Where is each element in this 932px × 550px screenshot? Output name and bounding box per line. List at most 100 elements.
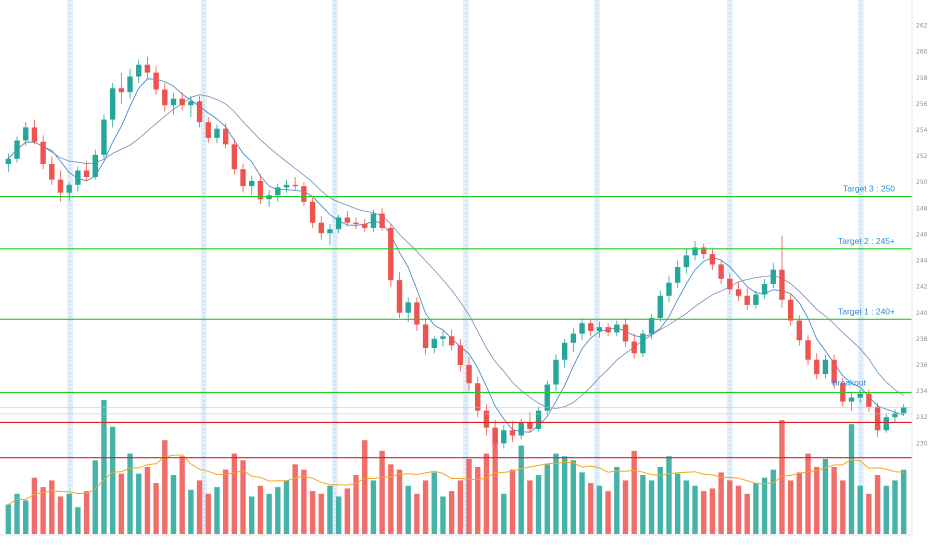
volume-bar [501, 493, 507, 534]
candle [579, 317, 585, 341]
candle [814, 353, 820, 380]
price-axis[interactable]: 262 260 258 256 254 252 250 248 246 244 242 240 238 2… [911, 0, 932, 550]
volume-bar [535, 475, 542, 534]
volume-bar [222, 469, 229, 534]
volume-bar [683, 480, 690, 534]
price-tick: 258 [916, 75, 928, 82]
volume-bar [162, 440, 168, 534]
volume-bar [31, 477, 38, 534]
volume-bar [170, 475, 177, 534]
volume-bar [353, 475, 359, 534]
volume-bar [883, 485, 889, 534]
volume-bar [561, 456, 568, 534]
volume-bar [674, 473, 681, 534]
candle [483, 404, 490, 436]
volume-bar [396, 469, 403, 534]
candle [561, 338, 568, 368]
volume-bar [892, 480, 898, 534]
volume-bar [14, 493, 20, 534]
volume-bar [266, 493, 272, 534]
candle [101, 114, 107, 159]
price-tick: 242 [916, 284, 928, 291]
candle [605, 323, 611, 337]
volume-bar [92, 460, 98, 534]
candle [848, 392, 855, 411]
candle [475, 376, 481, 418]
candle [362, 218, 368, 232]
volume-bar [275, 487, 281, 534]
volume-bar [735, 485, 742, 534]
volume-bar [718, 472, 724, 534]
volume-bar [188, 489, 194, 534]
volume-bar [196, 480, 203, 534]
volume-bar [414, 493, 420, 534]
price-tick: 254 [916, 127, 928, 134]
candle [787, 294, 794, 326]
volume-bar [405, 485, 411, 534]
candle [761, 278, 768, 299]
volume-bar [779, 420, 785, 534]
volume-bar [709, 488, 716, 534]
price-tick: 244 [916, 258, 928, 265]
volume-bar [448, 491, 455, 534]
volume-bar [431, 472, 437, 534]
candle [674, 260, 681, 288]
volume-bar [761, 477, 768, 534]
candle [196, 96, 203, 128]
candle [136, 59, 142, 84]
volume-bar [648, 480, 655, 534]
volume-bar [770, 469, 776, 534]
candle [440, 331, 446, 347]
volume-bar [509, 469, 516, 534]
volume-bar [40, 487, 46, 534]
candle [805, 334, 811, 365]
volume-bar [75, 507, 81, 534]
volume-bar [440, 496, 446, 534]
candle [179, 92, 185, 111]
candle [405, 297, 411, 322]
volume-bar [657, 467, 663, 534]
candle [396, 272, 403, 318]
candle [40, 135, 46, 170]
candle [535, 406, 542, 432]
volume-bar [814, 467, 820, 534]
moving-averages [8, 78, 904, 505]
volume-bar [118, 473, 125, 534]
volume-bar [388, 464, 394, 534]
ma-fast-line [8, 78, 904, 433]
volume-bar [214, 487, 220, 534]
candle [414, 297, 420, 332]
price-tick: 250 [916, 179, 928, 186]
volume-bar [640, 475, 646, 534]
candle [727, 273, 733, 295]
volume-bar [614, 467, 620, 534]
session-band [200, 0, 207, 534]
volume-bar [466, 458, 472, 534]
volume-bar [422, 480, 429, 534]
volume-bar [344, 488, 351, 534]
candle [318, 216, 324, 240]
volume-bar [335, 496, 342, 534]
candle [640, 329, 646, 358]
candle [249, 175, 255, 196]
candle [109, 83, 116, 128]
candle [275, 183, 281, 202]
volume-bar [692, 485, 698, 534]
candle [570, 328, 577, 352]
candle [666, 276, 672, 303]
candle [779, 235, 785, 308]
volume-bar [874, 475, 881, 534]
volume-bar [753, 483, 759, 534]
volume-bar [153, 483, 159, 534]
candle [718, 260, 724, 285]
candle [518, 418, 524, 440]
candle [353, 217, 359, 230]
candle [214, 124, 220, 144]
volume-bar [848, 424, 855, 534]
volume-bar [292, 464, 298, 534]
candle [466, 357, 472, 392]
candle [188, 96, 194, 117]
price-tick: 256 [916, 101, 928, 108]
volume-bar [179, 456, 185, 534]
